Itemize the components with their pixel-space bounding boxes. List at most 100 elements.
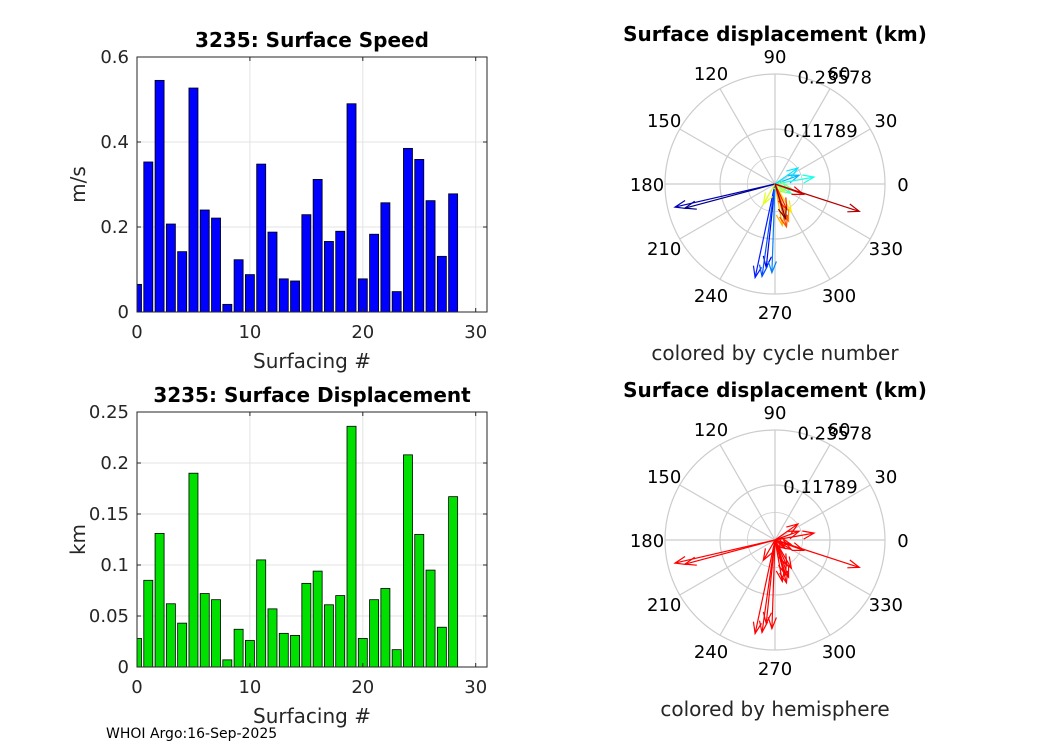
bar bbox=[222, 659, 233, 668]
displacement-vector bbox=[754, 539, 776, 634]
x-tick-label: 30 bbox=[464, 322, 487, 343]
angle-tick-label: 270 bbox=[758, 303, 792, 324]
vector-arrowhead bbox=[779, 214, 789, 229]
vector-arrowhead bbox=[758, 264, 769, 279]
bar bbox=[324, 604, 334, 668]
bar bbox=[391, 649, 402, 668]
displacement-vector bbox=[674, 539, 776, 564]
x-tick-label: 10 bbox=[238, 677, 261, 698]
chart-title: 3235: Surface Displacement bbox=[153, 383, 471, 407]
displacement-vector bbox=[774, 183, 788, 210]
displacement-vector bbox=[761, 183, 776, 277]
y-tick-label: 0.6 bbox=[100, 47, 129, 68]
bar bbox=[369, 599, 380, 668]
y-tick-label: 0.15 bbox=[89, 504, 129, 525]
vector-arrowhead bbox=[791, 542, 806, 551]
bar bbox=[233, 628, 244, 668]
bar bbox=[278, 278, 289, 313]
vector-arrowhead bbox=[752, 621, 762, 636]
bar bbox=[256, 163, 267, 313]
angle-tick-label: 330 bbox=[869, 595, 903, 616]
bar bbox=[301, 582, 312, 668]
angle-tick-label: 0 bbox=[897, 175, 908, 196]
bar bbox=[188, 472, 199, 668]
bar bbox=[267, 608, 278, 668]
vector-arrowhead bbox=[752, 265, 762, 280]
vector-arrowhead bbox=[779, 570, 789, 585]
bar bbox=[188, 87, 199, 313]
displacement-vector bbox=[774, 167, 799, 185]
bar-chart-0 bbox=[136, 56, 488, 313]
bar bbox=[448, 193, 459, 313]
vector-arrowhead bbox=[847, 203, 861, 213]
angle-tick-label: 30 bbox=[874, 467, 897, 488]
vector-arrowhead bbox=[762, 192, 773, 206]
bar bbox=[448, 496, 459, 668]
bar bbox=[414, 159, 425, 313]
vector-arrowhead bbox=[786, 166, 800, 179]
bar bbox=[290, 634, 300, 668]
angle-tick-label: 0 bbox=[897, 531, 908, 552]
vector-arrowhead bbox=[802, 174, 816, 184]
vector-arrowhead bbox=[777, 562, 787, 577]
angle-tick-label: 90 bbox=[764, 403, 787, 424]
chart-subtitle: colored by hemisphere bbox=[660, 697, 889, 721]
radius-tick-label: 0.11789 bbox=[783, 477, 857, 498]
bar bbox=[211, 599, 221, 668]
bar bbox=[346, 103, 357, 313]
y-tick-label: 0.1 bbox=[100, 555, 129, 576]
displacement-vector bbox=[771, 183, 776, 273]
y-tick-label: 0 bbox=[118, 302, 129, 323]
displacement-vector bbox=[754, 183, 776, 278]
angle-tick-label: 240 bbox=[694, 642, 728, 663]
bar bbox=[278, 632, 289, 668]
x-axis-label: Surfacing # bbox=[253, 349, 371, 373]
x-tick-label: 20 bbox=[351, 677, 374, 698]
angle-tick-label: 270 bbox=[758, 659, 792, 680]
x-tick-label: 0 bbox=[131, 677, 142, 698]
displacement-vector bbox=[761, 539, 776, 633]
angle-tick-label: 180 bbox=[630, 531, 664, 552]
angle-tick-label: 120 bbox=[694, 64, 728, 85]
bar bbox=[290, 280, 300, 313]
bar bbox=[256, 559, 267, 668]
y-axis-label: m/s bbox=[66, 166, 90, 203]
bar bbox=[369, 233, 380, 313]
bar bbox=[267, 231, 278, 313]
displacement-vector bbox=[771, 539, 776, 629]
vector-arrowhead bbox=[786, 522, 800, 535]
bar bbox=[143, 579, 154, 668]
x-tick-label: 0 bbox=[131, 322, 142, 343]
bar bbox=[380, 588, 391, 668]
displacement-vector bbox=[774, 183, 787, 219]
bar bbox=[244, 274, 255, 313]
bar bbox=[154, 79, 165, 313]
chart-title: Surface displacement (km) bbox=[623, 22, 927, 46]
radius-tick-label: 0.23578 bbox=[797, 68, 871, 89]
bar bbox=[136, 638, 142, 668]
chart-subtitle: colored by cycle number bbox=[651, 341, 899, 365]
angle-tick-label: 90 bbox=[764, 47, 787, 68]
displacement-vector bbox=[774, 532, 815, 541]
angle-tick-label: 60 bbox=[828, 420, 851, 441]
bar bbox=[403, 454, 413, 668]
bar bbox=[425, 569, 436, 668]
displacement-vector bbox=[674, 183, 776, 208]
axes-box bbox=[136, 56, 488, 313]
bar bbox=[357, 278, 368, 313]
bar bbox=[165, 223, 176, 313]
bar bbox=[380, 202, 391, 313]
bar bbox=[414, 534, 425, 668]
y-tick-label: 0.25 bbox=[89, 402, 129, 423]
bar bbox=[335, 230, 346, 313]
x-tick-label: 30 bbox=[464, 677, 487, 698]
bar bbox=[324, 241, 334, 313]
angle-tick-label: 150 bbox=[647, 467, 681, 488]
displacement-vector bbox=[774, 539, 786, 549]
vector-arrowhead bbox=[777, 206, 787, 221]
vector-arrowhead bbox=[673, 556, 687, 566]
x-tick-label: 20 bbox=[351, 322, 374, 343]
bar bbox=[391, 291, 402, 313]
angle-tick-label: 210 bbox=[647, 239, 681, 260]
